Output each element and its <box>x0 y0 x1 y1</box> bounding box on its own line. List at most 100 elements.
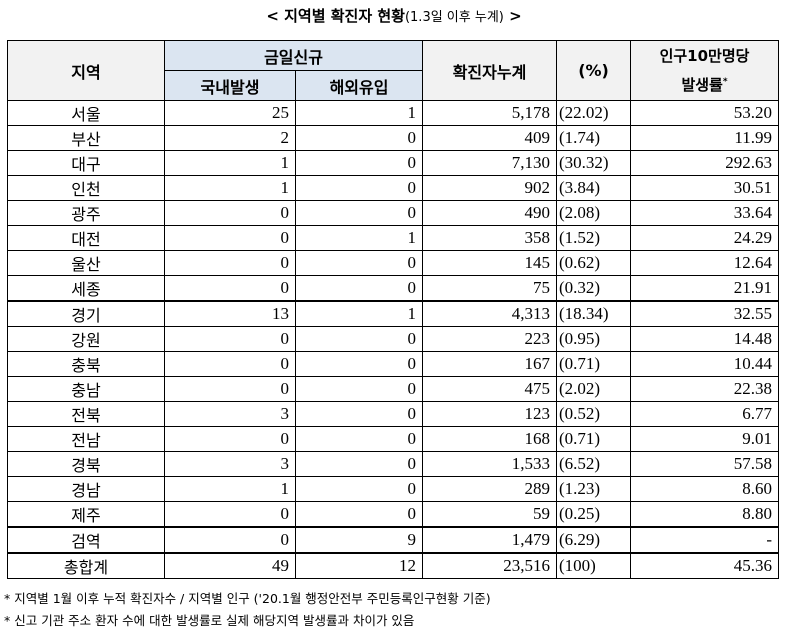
domestic-cell: 0 <box>164 426 296 452</box>
region-cell: 전북 <box>7 401 165 427</box>
region-cell: 대구 <box>7 150 165 176</box>
overseas-cell: 0 <box>294 351 424 377</box>
region-cell: 광주 <box>7 200 165 226</box>
rate-cell: 33.64 <box>630 200 780 226</box>
total-row: 총합계 49 12 23,516 (100) 45.36 <box>7 552 780 579</box>
percent-cell: (18.34) <box>556 300 632 327</box>
cumulative-cell: 145 <box>422 250 558 276</box>
percent-cell: (0.32) <box>556 275 632 302</box>
overseas-cell: 0 <box>294 125 424 151</box>
table-row: 광주 0 0 490 (2.08) 33.64 <box>7 200 780 226</box>
footnote-1: * 지역별 1월 이후 누적 확진자수 / 지역별 인구 ('20.1월 행정안… <box>4 591 491 606</box>
region-cell: 서울 <box>7 100 165 126</box>
percent-cell: (3.84) <box>556 175 632 201</box>
header-rate-line2: 발생률 <box>681 76 723 94</box>
table-row: 경남 1 0 289 (1.23) 8.60 <box>7 476 780 502</box>
overseas-cell: 0 <box>294 250 424 276</box>
rate-cell: 22.38 <box>630 376 780 402</box>
percent-cell: (6.29) <box>556 526 632 554</box>
region-cell: 전남 <box>7 426 165 452</box>
footnotes: * 지역별 1월 이후 누적 확진자수 / 지역별 인구 ('20.1월 행정안… <box>4 588 491 632</box>
cumulative-cell: 902 <box>422 175 558 201</box>
rate-cell: 8.60 <box>630 476 780 502</box>
title-main: < 지역별 확진자 현황 <box>266 7 405 25</box>
domestic-cell: 0 <box>164 376 296 402</box>
rate-cell: 9.01 <box>630 426 780 452</box>
domestic-cell: 0 <box>164 225 296 251</box>
rate-cell: - <box>630 526 780 554</box>
region-cell: 경북 <box>7 451 165 477</box>
table-row: 대구 1 0 7,130 (30.32) 292.63 <box>7 150 780 176</box>
cumulative-cell: 1,533 <box>422 451 558 477</box>
region-cell: 총합계 <box>7 552 165 579</box>
header-overseas: 해외유입 <box>294 70 424 101</box>
percent-cell: (2.08) <box>556 200 632 226</box>
percent-cell: (0.71) <box>556 426 632 452</box>
header-daily-new: 금일신규 <box>163 40 424 71</box>
rate-cell: 30.51 <box>630 175 780 201</box>
overseas-cell: 0 <box>294 175 424 201</box>
overseas-cell: 12 <box>294 552 424 579</box>
percent-cell: (1.74) <box>556 125 632 151</box>
percent-cell: (0.52) <box>556 401 632 427</box>
region-cell: 충북 <box>7 351 165 377</box>
region-cell: 부산 <box>7 125 165 151</box>
overseas-cell: 0 <box>294 426 424 452</box>
rate-cell: 45.36 <box>630 552 780 579</box>
domestic-cell: 0 <box>164 526 296 554</box>
cumulative-cell: 409 <box>422 125 558 151</box>
page-title: < 지역별 확진자 현황(1.3일 이후 누계) > <box>0 5 788 26</box>
rate-cell: 10.44 <box>630 351 780 377</box>
rate-cell: 24.29 <box>630 225 780 251</box>
regional-cases-table: 지역 금일신규 확진자누계 (%) 인구10만명당 발생률* 국내발생 해외유입… <box>7 40 780 579</box>
table-row: 검역 0 9 1,479 (6.29) - <box>7 526 780 554</box>
cumulative-cell: 475 <box>422 376 558 402</box>
cumulative-cell: 4,313 <box>422 300 558 327</box>
cumulative-cell: 75 <box>422 275 558 302</box>
rate-cell: 21.91 <box>630 275 780 302</box>
footnote-2: * 신고 기관 주소 환자 수에 대한 발생률로 실제 해당지역 발생률과 차이… <box>4 613 415 628</box>
table-row: 강원 0 0 223 (0.95) 14.48 <box>7 326 780 352</box>
domestic-cell: 2 <box>164 125 296 151</box>
table-row: 전북 3 0 123 (0.52) 6.77 <box>7 401 780 427</box>
table-body: 서울 25 1 5,178 (22.02) 53.20 부산 2 0 409 (1.74) 11.99… <box>7 100 780 579</box>
overseas-cell: 1 <box>294 100 424 126</box>
cumulative-cell: 289 <box>422 476 558 502</box>
rate-cell: 14.48 <box>630 326 780 352</box>
overseas-cell: 0 <box>294 200 424 226</box>
domestic-cell: 3 <box>164 451 296 477</box>
region-cell: 검역 <box>7 526 165 554</box>
region-cell: 울산 <box>7 250 165 276</box>
overseas-cell: 0 <box>294 451 424 477</box>
percent-cell: (6.52) <box>556 451 632 477</box>
percent-cell: (0.71) <box>556 351 632 377</box>
rate-cell: 12.64 <box>630 250 780 276</box>
percent-cell: (2.02) <box>556 376 632 402</box>
rate-cell: 8.80 <box>630 501 780 528</box>
cumulative-cell: 1,479 <box>422 526 558 554</box>
overseas-cell: 1 <box>294 300 424 327</box>
domestic-cell: 1 <box>164 175 296 201</box>
cumulative-cell: 23,516 <box>422 552 558 579</box>
percent-cell: (1.23) <box>556 476 632 502</box>
region-cell: 대전 <box>7 225 165 251</box>
overseas-cell: 1 <box>294 225 424 251</box>
table-row: 부산 2 0 409 (1.74) 11.99 <box>7 125 780 151</box>
header-rate-line1: 인구10만명당 <box>659 47 750 65</box>
table-row: 울산 0 0 145 (0.62) 12.64 <box>7 250 780 276</box>
overseas-cell: 0 <box>294 376 424 402</box>
header-cumulative: 확진자누계 <box>422 40 558 101</box>
rate-cell: 32.55 <box>630 300 780 327</box>
table-row: 경기 13 1 4,313 (18.34) 32.55 <box>7 300 780 327</box>
header-rate: 인구10만명당 발생률* <box>630 40 780 101</box>
header-rate-mark: * <box>722 77 728 87</box>
percent-cell: (0.62) <box>556 250 632 276</box>
cumulative-cell: 5,178 <box>422 100 558 126</box>
table-row: 제주 0 0 59 (0.25) 8.80 <box>7 501 780 528</box>
domestic-cell: 0 <box>164 250 296 276</box>
domestic-cell: 0 <box>164 351 296 377</box>
header-domestic: 국내발생 <box>164 70 296 101</box>
percent-cell: (22.02) <box>556 100 632 126</box>
region-cell: 충남 <box>7 376 165 402</box>
table-row: 서울 25 1 5,178 (22.02) 53.20 <box>7 100 780 126</box>
